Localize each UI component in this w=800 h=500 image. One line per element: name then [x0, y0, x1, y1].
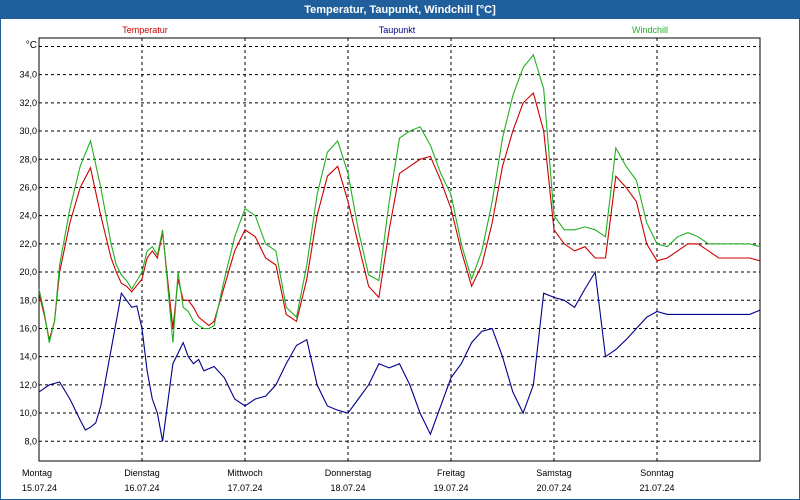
plot-area — [39, 38, 760, 461]
y-axis-unit: °C — [26, 40, 37, 51]
x-tick-date: 19.07.24 — [433, 483, 468, 493]
x-tick-date: 18.07.24 — [330, 483, 365, 493]
y-tick-label: 26,0 — [19, 182, 37, 192]
x-tick-day: Donnerstag — [325, 468, 372, 478]
x-tick-day: Mittwoch — [227, 468, 263, 478]
y-tick-label: 34,0 — [19, 70, 37, 80]
y-tick-label: 24,0 — [19, 211, 37, 221]
legend-taupunkt: Taupunkt — [379, 25, 416, 35]
x-tick-day: Montag — [22, 468, 52, 478]
x-tick-day: Freitag — [437, 468, 465, 478]
y-tick-label: 22,0 — [19, 239, 37, 249]
y-tick-label: 18,0 — [19, 295, 37, 305]
y-tick-label: 20,0 — [19, 267, 37, 277]
x-tick-day: Sonntag — [640, 468, 674, 478]
x-tick-date: 20.07.24 — [536, 483, 571, 493]
y-tick-label: 10,0 — [19, 408, 37, 418]
y-tick-label: 30,0 — [19, 126, 37, 136]
y-tick-label: 16,0 — [19, 323, 37, 333]
x-tick-date: 16.07.24 — [124, 483, 159, 493]
x-tick-day: Dienstag — [124, 468, 160, 478]
y-tick-label: 32,0 — [19, 98, 37, 108]
y-tick-label: 28,0 — [19, 154, 37, 164]
y-tick-label: 12,0 — [19, 380, 37, 390]
series-line-windchill — [39, 55, 760, 343]
legend-temperatur: Temperatur — [122, 25, 168, 35]
series-line-temperatur — [39, 93, 760, 340]
y-tick-label: 8,0 — [24, 436, 37, 446]
y-tick-label: 14,0 — [19, 352, 37, 362]
legend-windchill: Windchill — [632, 25, 668, 35]
x-tick-day: Samstag — [536, 468, 572, 478]
x-tick-date: 21.07.24 — [639, 483, 674, 493]
x-tick-date: 17.07.24 — [227, 483, 262, 493]
x-tick-date: 15.07.24 — [22, 483, 57, 493]
